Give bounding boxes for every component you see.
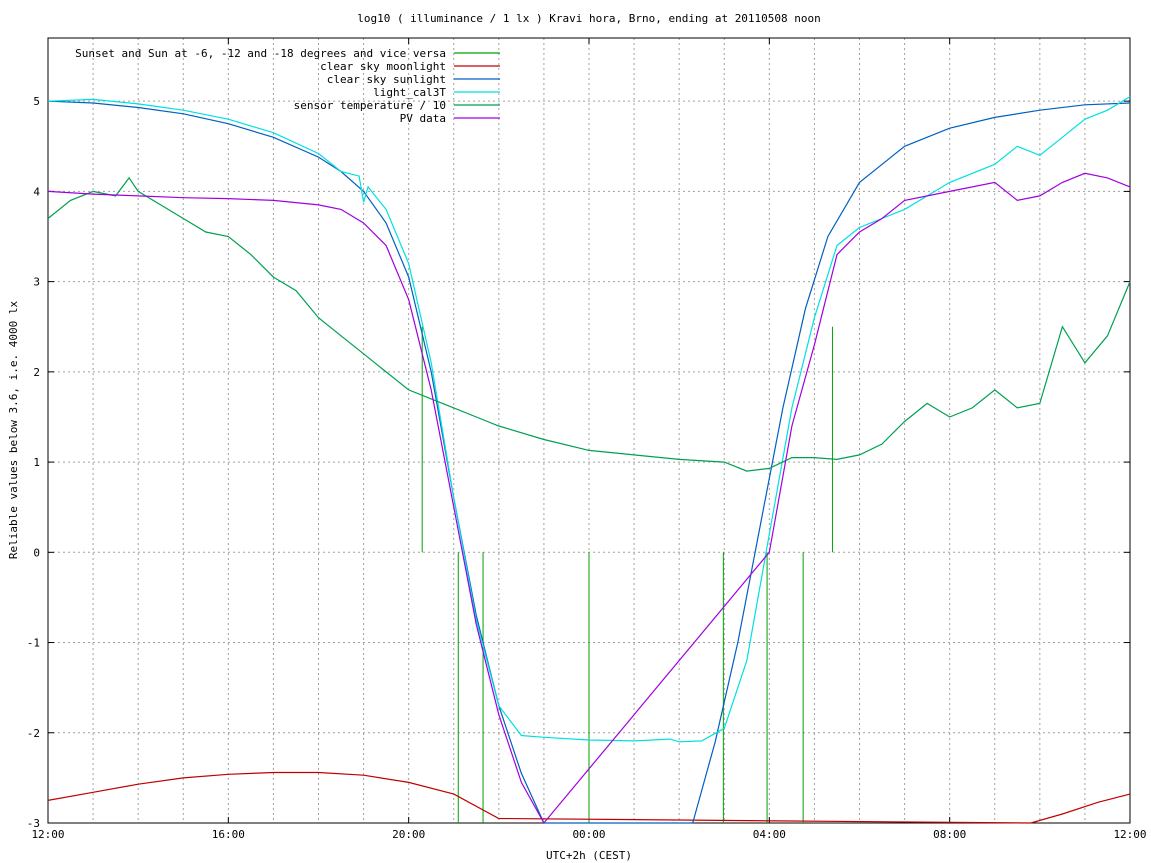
x-tick-label: 20:00 [392,828,425,841]
x-tick-label: 00:00 [572,828,605,841]
y-tick-label: 2 [33,366,40,379]
legend-label: Sunset and Sun at -6, -12 and -18 degree… [75,47,446,60]
y-tick-label: 1 [33,456,40,469]
series-line-5 [47,172,1131,825]
series-line-4 [47,176,1131,472]
y-tick-label: 0 [33,546,40,559]
x-tick-label: 12:00 [1113,828,1146,841]
legend-label: clear sky sunlight [327,73,446,86]
x-tick-label: 12:00 [31,828,64,841]
y-tick-label: 3 [33,276,40,289]
y-tick-label: -1 [27,637,40,650]
series-line-3 [47,96,1131,743]
legend-label: clear sky moonlight [320,60,446,73]
y-tick-label: 5 [33,95,40,108]
y-axis: -3 -2 -1 0 1 2 3 4 5 [27,95,1130,830]
x-axis: 12:00 16:00 20:00 00:00 04:00 08:00 12:00 [31,38,1147,841]
y-axis-label: Reliable values below 3.6, i.e. 4000 lx [7,300,20,559]
y-tick-label: 4 [33,185,40,198]
y-tick-label: -2 [27,727,40,740]
x-axis-label: UTC+2h (CEST) [546,849,632,862]
legend-label: light_cal3T [373,86,446,99]
series-line-2 [47,100,1131,824]
legend-label: sensor temperature / 10 [294,99,446,112]
y-tick-label: -3 [27,817,40,830]
series-line-1 [47,771,1131,824]
chart-title: log10 ( illuminance / 1 lx ) Kravi hora,… [357,12,821,25]
x-tick-label: 16:00 [212,828,245,841]
series-layer [47,96,1131,825]
x-tick-label: 08:00 [933,828,966,841]
legend: Sunset and Sun at -6, -12 and -18 degree… [75,47,500,125]
legend-label: PV data [400,112,446,125]
x-tick-label: 04:00 [753,828,786,841]
